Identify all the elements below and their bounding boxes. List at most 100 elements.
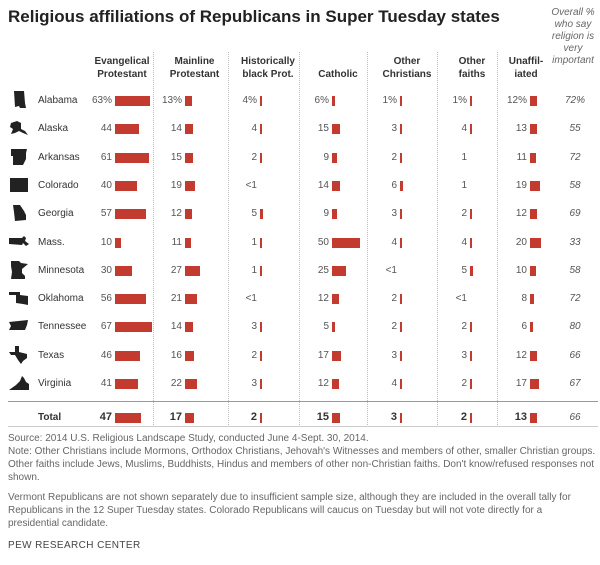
bar-black_prot — [260, 265, 262, 276]
state-name: Oklahoma — [38, 293, 84, 305]
column-header-mainline: Mainline Protestant — [158, 55, 231, 81]
bar-evangelical — [115, 379, 138, 389]
bar-catholic — [332, 379, 339, 389]
column-header-line: Protestant — [97, 69, 147, 80]
bar-black_prot — [260, 322, 262, 333]
column-header-other_faiths: Other faiths — [443, 55, 501, 81]
value-label-evangelical: 44 — [100, 123, 112, 135]
column-header-line: black Prot. — [242, 69, 294, 80]
texas-shape-icon — [9, 345, 27, 364]
value-label-other_christians: <1 — [385, 264, 397, 276]
bar-catholic — [332, 237, 360, 248]
value-label-catholic: 9 — [323, 208, 329, 220]
colorado-shape-icon — [10, 177, 28, 192]
value-label-mainline: 27 — [170, 264, 182, 276]
bar-mainline — [185, 265, 200, 276]
column-header-line: Mainline — [174, 56, 215, 67]
value-label-mainline: 22 — [170, 378, 182, 389]
vermont-note: Vermont Republicans are not shown separa… — [8, 492, 571, 529]
bar-mainline — [185, 350, 194, 361]
bar-unaffiliated — [530, 180, 541, 191]
value-label-other_christians: 1% — [382, 95, 397, 106]
importance-value: 80 — [569, 321, 581, 333]
bar-other_faiths — [470, 379, 472, 389]
table-row: Virginia 41 22 3 12 4 2 17 67 — [0, 370, 600, 398]
value-label-unaffiliated: 12% — [506, 95, 527, 106]
state-name: Colorado — [38, 179, 79, 191]
importance-value: 33 — [569, 236, 581, 248]
importance-value: 55 — [569, 123, 581, 135]
value-label-unaffiliated: 11 — [516, 151, 527, 163]
value-label-mainline: 13% — [161, 95, 182, 106]
value-label-evangelical: 47 — [99, 411, 112, 424]
bar-catholic — [332, 96, 336, 106]
column-separator — [497, 52, 498, 425]
bar-evangelical — [115, 322, 152, 333]
bar-catholic — [332, 265, 346, 276]
column-header-line: Christians — [382, 69, 432, 80]
value-label-catholic: 6% — [314, 95, 329, 106]
value-label-black_prot: <1 — [245, 293, 257, 305]
column-header-line: Other — [458, 56, 486, 67]
bar-other_faiths — [470, 413, 472, 424]
bar-unaffiliated — [530, 413, 538, 424]
value-label-black_prot: 2 — [251, 151, 257, 163]
value-label-evangelical: 67 — [100, 321, 112, 333]
column-header-line: Protestant — [169, 69, 220, 80]
column-header-catholic: Catholic — [305, 68, 371, 81]
importance-value: 66 — [569, 349, 581, 361]
bar-other_christians — [400, 322, 402, 333]
value-label-other_faiths: 1% — [452, 95, 467, 106]
column-separator — [153, 52, 154, 425]
bar-other_christians — [400, 379, 403, 389]
importance-value: 72% — [564, 95, 585, 106]
minnesota-shape-icon — [11, 260, 28, 279]
bar-other_faiths — [470, 350, 472, 361]
value-label-other_christians: 3 — [390, 411, 397, 424]
bar-mainline — [185, 152, 194, 163]
value-label-unaffiliated: 10 — [515, 264, 527, 276]
table-row: Georgia 57 12 5 9 3 2 12 69 — [0, 200, 600, 228]
bar-catholic — [332, 350, 342, 361]
value-label-unaffiliated: 12 — [515, 208, 527, 220]
value-label-black_prot: 1 — [251, 264, 257, 276]
value-label-catholic: 15 — [316, 411, 329, 424]
value-label-catholic: 50 — [317, 236, 329, 248]
bar-evangelical — [115, 237, 121, 248]
bar-catholic — [332, 180, 340, 191]
bar-other_faiths — [470, 124, 473, 135]
bar-other_faiths — [470, 209, 472, 220]
arkansas-shape-icon — [11, 148, 27, 165]
value-label-mainline: 14 — [170, 123, 182, 135]
value-label-black_prot: 5 — [251, 208, 257, 220]
bar-evangelical — [115, 124, 140, 135]
bar-mainline — [185, 237, 192, 248]
table-row: Tennessee 67 14 3 5 2 2 6 80 — [0, 313, 600, 341]
oklahoma-shape-icon — [9, 292, 28, 306]
column-header-line: Unaffil- — [508, 56, 544, 67]
value-label-catholic: 15 — [317, 123, 329, 135]
column-header-line: Historically — [241, 56, 295, 67]
value-label-catholic: 17 — [317, 349, 329, 361]
bar-other_faiths — [470, 237, 473, 248]
value-label-unaffiliated: 6 — [521, 321, 527, 333]
value-label-black_prot: 2 — [250, 411, 257, 424]
bar-evangelical — [115, 96, 150, 106]
value-label-catholic: 12 — [317, 293, 329, 305]
bar-unaffiliated — [530, 265, 536, 276]
source-note: Source: 2014 U.S. Religious Landscape St… — [8, 432, 596, 484]
value-label-mainline: 19 — [170, 179, 182, 191]
organization-label: PEW RESEARCH CENTER — [8, 540, 141, 551]
column-separator — [367, 52, 368, 425]
total-separator — [8, 401, 598, 403]
table-row: Texas 46 16 2 17 3 3 12 66 — [0, 342, 600, 370]
bar-unaffiliated — [530, 124, 538, 135]
state-name: Georgia — [38, 208, 74, 220]
importance-value: 66 — [569, 412, 581, 424]
value-label-mainline: 16 — [170, 349, 182, 361]
table-bottom-separator — [8, 426, 598, 427]
state-name: Alabama — [38, 95, 78, 106]
importance-value: 69 — [569, 208, 581, 220]
value-label-mainline: 12 — [170, 208, 182, 220]
bar-unaffiliated — [530, 294, 535, 305]
